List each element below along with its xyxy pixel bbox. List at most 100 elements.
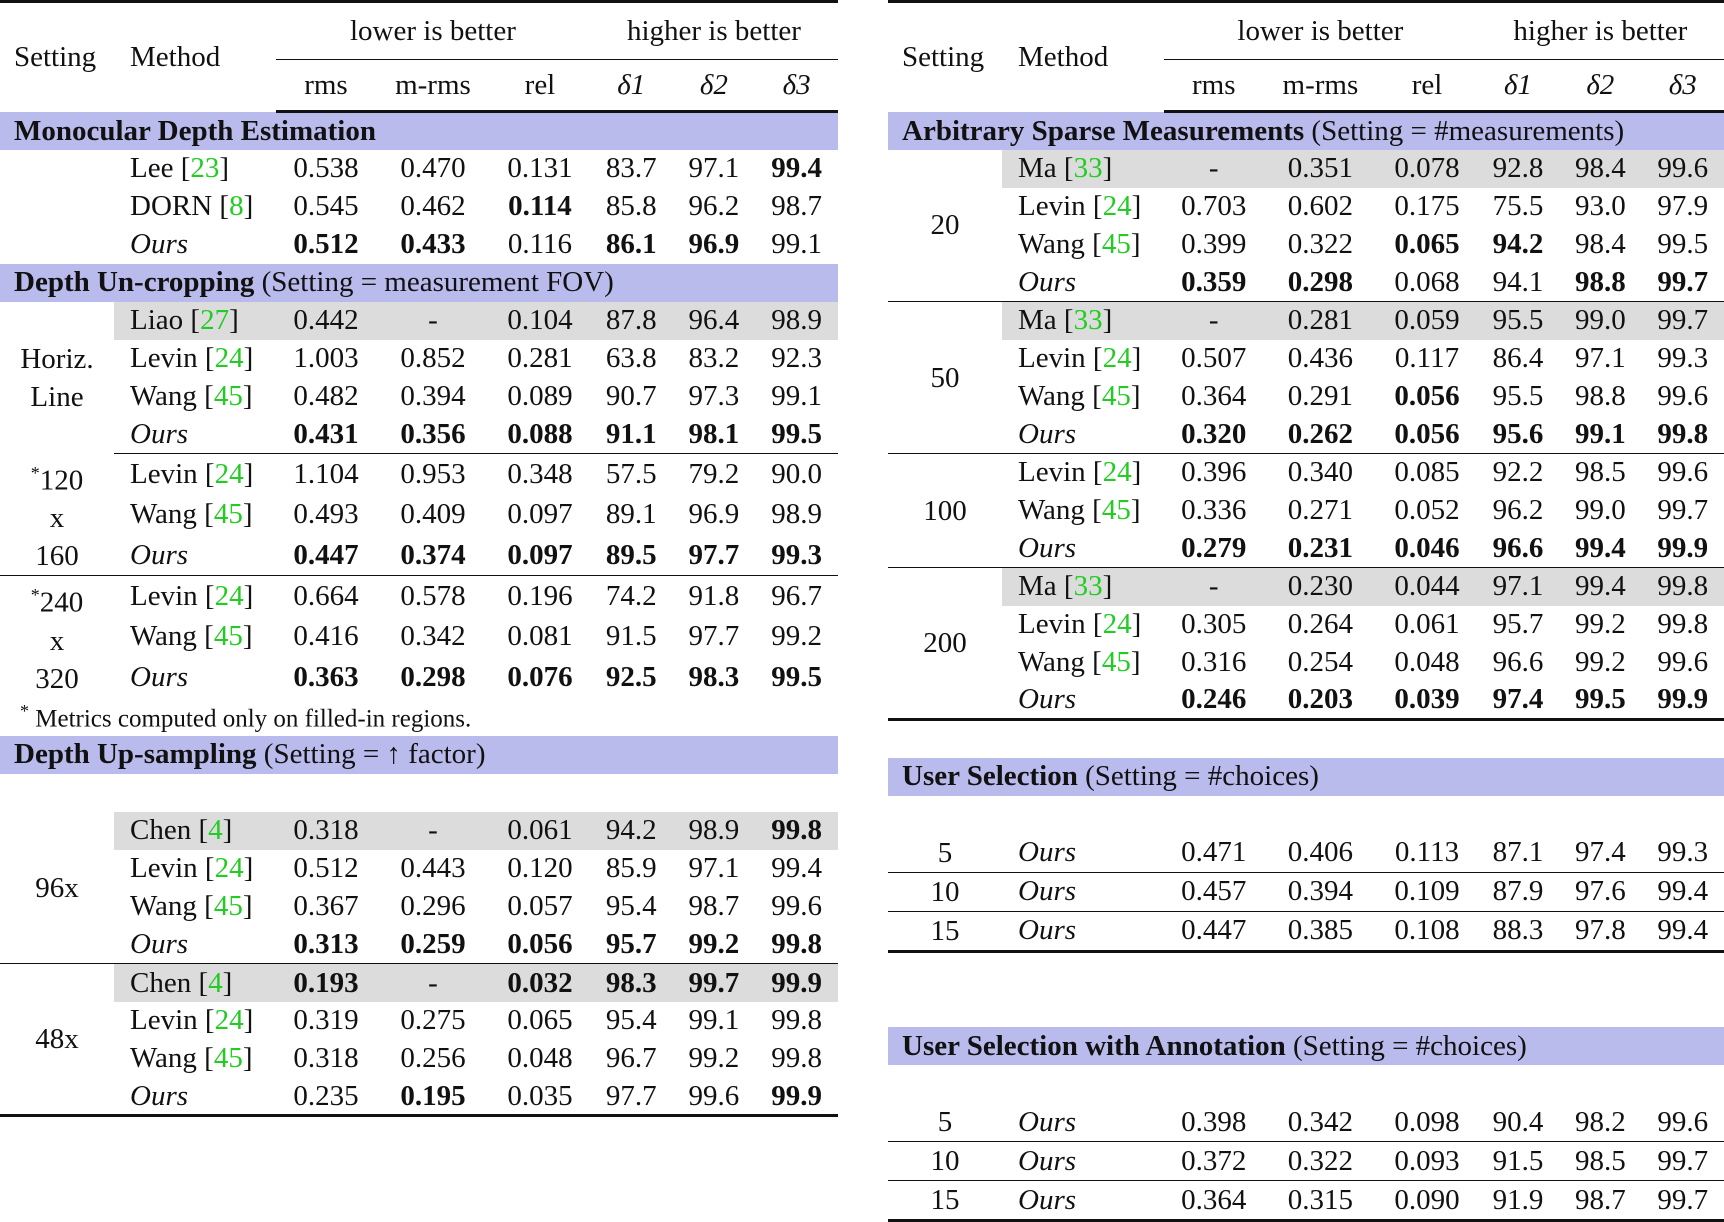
header-delta2: δ2 xyxy=(1559,60,1641,112)
citation-link[interactable]: 33 xyxy=(1074,152,1103,184)
method-cell: Ours xyxy=(1002,530,1164,568)
citation-link[interactable]: 45 xyxy=(214,1042,243,1074)
citation-link[interactable]: 45 xyxy=(214,498,243,530)
cell: 97.1 xyxy=(1559,340,1641,378)
header-delta3: δ3 xyxy=(755,60,838,112)
citation-link[interactable]: 24 xyxy=(1103,608,1132,640)
cell: 0.203 xyxy=(1264,682,1378,720)
method-cell: Levin [24] xyxy=(1002,340,1164,378)
citation-link[interactable]: 33 xyxy=(1074,570,1103,602)
cell: 97.1 xyxy=(673,850,756,888)
cell: 99.5 xyxy=(1559,682,1641,720)
citation-link[interactable]: 24 xyxy=(215,580,244,612)
cell: 99.6 xyxy=(673,1078,756,1116)
cell: 98.7 xyxy=(755,188,838,226)
method-cell: Lee [23] xyxy=(114,150,276,188)
table-row: Wang [45] 0.318 0.256 0.048 96.7 99.2 99… xyxy=(0,1040,838,1078)
cell: 97.4 xyxy=(1477,682,1559,720)
cell: 99.9 xyxy=(1642,530,1724,568)
cell: 99.2 xyxy=(1559,644,1641,682)
citation-link[interactable]: 4 xyxy=(208,814,223,846)
citation-link[interactable]: 45 xyxy=(214,620,243,652)
cell: 99.1 xyxy=(673,1002,756,1040)
cell: 98.9 xyxy=(673,812,756,850)
cell: 0.104 xyxy=(490,302,590,340)
cell: - xyxy=(376,302,490,340)
table-row: 96x Chen [4] 0.318 - 0.061 94.2 98.9 99.… xyxy=(0,812,838,850)
cell: 0.035 xyxy=(490,1078,590,1116)
cell: 99.0 xyxy=(1559,302,1641,340)
citation-link[interactable]: 27 xyxy=(200,304,229,336)
cell: 0.320 xyxy=(1164,416,1264,454)
cell: 97.9 xyxy=(1642,188,1724,226)
cell: 98.3 xyxy=(590,964,673,1002)
citation-link[interactable]: 33 xyxy=(1074,304,1103,336)
citation-link[interactable]: 24 xyxy=(1103,190,1132,222)
setting-cell: 50 xyxy=(888,302,1002,454)
cell: 0.953 xyxy=(376,454,490,495)
citation-link[interactable]: 24 xyxy=(1103,456,1132,488)
citation-link[interactable]: 4 xyxy=(208,967,223,999)
cell: 0.061 xyxy=(1377,606,1477,644)
cell: - xyxy=(376,812,490,850)
cell: 99.7 xyxy=(673,964,756,1002)
citation-link[interactable]: 24 xyxy=(215,1004,244,1036)
cell: 0.065 xyxy=(490,1002,590,1040)
table-row: 50 Ma [33] - 0.281 0.059 95.5 99.0 99.7 xyxy=(888,302,1724,340)
table-row: Wang [45] 0.364 0.291 0.056 95.5 98.8 99… xyxy=(888,378,1724,416)
method-cell: Ours xyxy=(1002,911,1164,951)
setting-cell: 20 xyxy=(888,150,1002,302)
method-cell: Ma [33] xyxy=(1002,302,1164,340)
cell: 99.2 xyxy=(673,926,756,964)
cell: 99.8 xyxy=(1642,568,1724,606)
table-row: 10 Ours 0.372 0.322 0.093 91.5 98.5 99.7 xyxy=(888,1142,1724,1181)
citation-link[interactable]: 24 xyxy=(215,852,244,884)
citation-link[interactable]: 24 xyxy=(215,342,244,374)
cell: 99.9 xyxy=(755,1078,838,1116)
citation-link[interactable]: 45 xyxy=(1102,494,1131,526)
citation-link[interactable]: 23 xyxy=(190,152,219,184)
citation-link[interactable]: 24 xyxy=(215,458,244,490)
cell: 88.3 xyxy=(1477,911,1559,951)
cell: 98.9 xyxy=(755,302,838,340)
citation-link[interactable]: 45 xyxy=(1102,646,1131,678)
cell: 98.5 xyxy=(1559,454,1641,492)
setting-cell: 5 xyxy=(888,834,1002,873)
method-cell: Ours xyxy=(1002,264,1164,302)
citation-link[interactable]: 45 xyxy=(1102,380,1131,412)
cell: 96.6 xyxy=(1477,644,1559,682)
cell: 0.275 xyxy=(376,1002,490,1040)
section-title: Monocular Depth Estimation xyxy=(14,115,376,147)
method-cell: DORN [8] xyxy=(114,188,276,226)
cell: 92.8 xyxy=(1477,150,1559,188)
section-monocular-depth-estimation: Monocular Depth Estimation xyxy=(0,112,838,150)
cell: 98.9 xyxy=(755,494,838,535)
cell: 0.431 xyxy=(276,416,376,454)
header-rel: rel xyxy=(490,60,590,112)
cell: 99.4 xyxy=(1559,530,1641,568)
citation-link[interactable]: 45 xyxy=(214,380,243,412)
setting-cell: 15 xyxy=(888,911,1002,951)
cell: 99.3 xyxy=(755,535,838,576)
cell: 0.447 xyxy=(1164,911,1264,951)
method-cell: Levin [24] xyxy=(1002,454,1164,492)
citation-link[interactable]: 45 xyxy=(214,890,243,922)
table-row: 5 Ours 0.398 0.342 0.098 90.4 98.2 99.6 xyxy=(888,1103,1724,1142)
cell: 99.0 xyxy=(1559,492,1641,530)
cell: 0.097 xyxy=(490,494,590,535)
cell: 0.279 xyxy=(1164,530,1264,568)
cell: 0.116 xyxy=(490,226,590,264)
citation-link[interactable]: 24 xyxy=(1103,342,1132,374)
cell: 0.108 xyxy=(1377,911,1477,951)
citation-link[interactable]: 8 xyxy=(229,190,244,222)
cell: 0.493 xyxy=(276,494,376,535)
cell: 99.8 xyxy=(755,812,838,850)
cell: - xyxy=(1164,568,1264,606)
header-m-rms: m-rms xyxy=(376,60,490,112)
cell: 97.7 xyxy=(673,616,756,657)
cell: 0.436 xyxy=(1264,340,1378,378)
section-title: Arbitrary Sparse Measurements xyxy=(902,115,1304,147)
table-row: Ours 0.447 0.374 0.097 89.5 97.7 99.3 xyxy=(0,535,838,576)
table-row: Levin [24] 0.319 0.275 0.065 95.4 99.1 9… xyxy=(0,1002,838,1040)
citation-link[interactable]: 45 xyxy=(1102,228,1131,260)
